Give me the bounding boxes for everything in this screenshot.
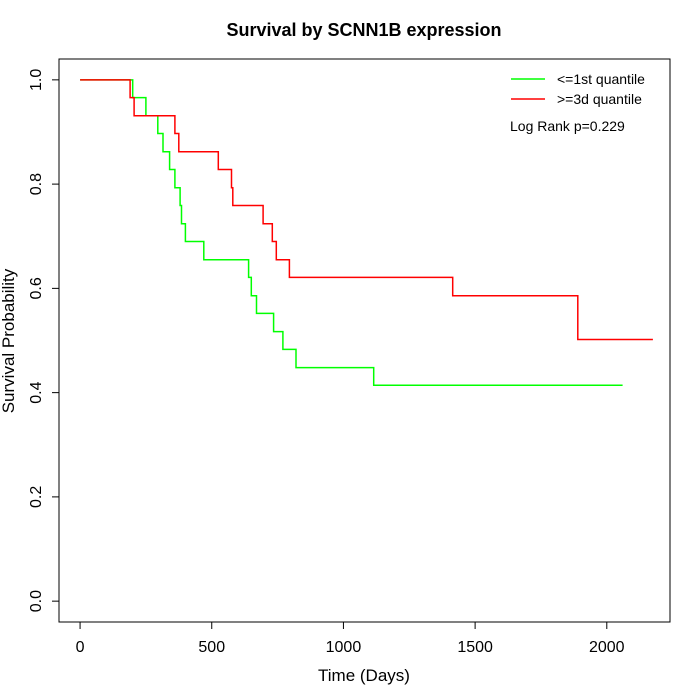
y-axis-label: Survival Probability — [0, 268, 18, 413]
plot-frame — [58, 58, 671, 623]
log-rank-annotation: Log Rank p=0.229 — [510, 118, 625, 134]
x-tick-label: 2000 — [589, 639, 625, 656]
series-line-1 — [80, 79, 623, 387]
x-tick-label: 1500 — [457, 639, 493, 656]
chart-title: Survival by SCNN1B expression — [226, 20, 501, 40]
y-axis: 0.0 0.2 0.4 0.6 0.8 1.0 — [28, 69, 60, 612]
legend: <=1st quantile >=3d quantile — [511, 71, 645, 107]
y-tick-label: 0.0 — [28, 590, 45, 612]
legend-label-series-2: >=3d quantile — [557, 91, 642, 107]
x-axis-label: Time (Days) — [318, 666, 410, 685]
legend-label-series-1: <=1st quantile — [557, 71, 645, 87]
series-layer — [80, 79, 653, 387]
x-tick-label: 0 — [76, 639, 85, 656]
x-axis: 0 500 1000 1500 2000 — [76, 621, 625, 656]
x-tick-label: 1000 — [326, 639, 362, 656]
series-line-2 — [80, 79, 653, 341]
y-tick-label: 0.2 — [28, 486, 45, 508]
y-tick-label: 1.0 — [28, 69, 45, 91]
x-tick-label: 500 — [198, 639, 225, 656]
y-tick-label: 0.4 — [28, 381, 45, 403]
y-tick-label: 0.6 — [28, 277, 45, 299]
y-tick-label: 0.8 — [28, 173, 45, 195]
